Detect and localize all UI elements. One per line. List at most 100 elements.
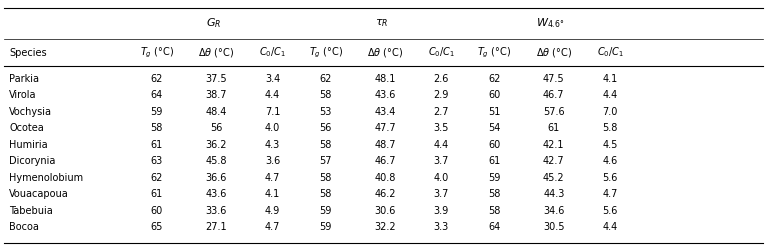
Text: 36.2: 36.2 <box>206 140 227 150</box>
Text: Virola: Virola <box>9 90 37 100</box>
Text: 60: 60 <box>489 90 500 100</box>
Text: $\Delta\theta$ (°C): $\Delta\theta$ (°C) <box>367 46 403 59</box>
Text: 61: 61 <box>151 140 163 150</box>
Text: 43.4: 43.4 <box>374 107 396 117</box>
Text: $\Delta\theta$ (°C): $\Delta\theta$ (°C) <box>535 46 572 59</box>
Text: 4.6: 4.6 <box>603 156 617 166</box>
Text: 4.4: 4.4 <box>603 222 617 232</box>
Text: 58: 58 <box>319 90 332 100</box>
Text: 58: 58 <box>150 123 163 133</box>
Text: 47.7: 47.7 <box>374 123 396 133</box>
Text: 30.6: 30.6 <box>374 206 396 216</box>
Text: 2.6: 2.6 <box>433 74 449 84</box>
Text: 59: 59 <box>319 206 332 216</box>
Text: 46.7: 46.7 <box>543 90 565 100</box>
Text: Dicorynia: Dicorynia <box>9 156 55 166</box>
Text: 3.6: 3.6 <box>265 156 280 166</box>
Text: 4.9: 4.9 <box>265 206 280 216</box>
Text: 56: 56 <box>210 123 222 133</box>
Text: Parkia: Parkia <box>9 74 39 84</box>
Text: 58: 58 <box>319 173 332 183</box>
Text: 58: 58 <box>488 189 501 199</box>
Text: 46.2: 46.2 <box>374 189 396 199</box>
Text: 59: 59 <box>488 173 501 183</box>
Text: 63: 63 <box>151 156 163 166</box>
Text: $\Delta\theta$ (°C): $\Delta\theta$ (°C) <box>198 46 235 59</box>
Text: 53: 53 <box>319 107 332 117</box>
Text: Ocotea: Ocotea <box>9 123 44 133</box>
Text: 57.6: 57.6 <box>543 107 565 117</box>
Text: 4.1: 4.1 <box>603 74 617 84</box>
Text: 54: 54 <box>488 123 501 133</box>
Text: 36.6: 36.6 <box>206 173 227 183</box>
Text: 2.9: 2.9 <box>433 90 449 100</box>
Text: 62: 62 <box>150 173 163 183</box>
Text: 3.7: 3.7 <box>433 189 449 199</box>
Text: 4.4: 4.4 <box>434 140 449 150</box>
Text: 57: 57 <box>319 156 332 166</box>
Text: 48.4: 48.4 <box>206 107 227 117</box>
Text: 4.7: 4.7 <box>265 222 281 232</box>
Text: $W_{4.6°}$: $W_{4.6°}$ <box>536 16 565 30</box>
Text: 3.3: 3.3 <box>434 222 449 232</box>
Text: 33.6: 33.6 <box>206 206 227 216</box>
Text: 45.8: 45.8 <box>206 156 227 166</box>
Text: 51: 51 <box>488 107 501 117</box>
Text: 59: 59 <box>319 222 332 232</box>
Text: 5.8: 5.8 <box>602 123 618 133</box>
Text: $T_g$ (°C): $T_g$ (°C) <box>477 45 512 60</box>
Text: 5.6: 5.6 <box>602 206 618 216</box>
Text: 61: 61 <box>548 123 560 133</box>
Text: 46.7: 46.7 <box>374 156 396 166</box>
Text: 7.0: 7.0 <box>602 107 618 117</box>
Text: 32.2: 32.2 <box>374 222 396 232</box>
Text: $G_R$: $G_R$ <box>206 16 221 30</box>
Text: 48.7: 48.7 <box>374 140 396 150</box>
Text: 34.6: 34.6 <box>543 206 565 216</box>
Text: Vouacapoua: Vouacapoua <box>9 189 69 199</box>
Text: 60: 60 <box>151 206 163 216</box>
Text: 7.1: 7.1 <box>265 107 281 117</box>
Text: 4.7: 4.7 <box>602 189 618 199</box>
Text: Hymenolobium: Hymenolobium <box>9 173 84 183</box>
Text: 43.6: 43.6 <box>374 90 396 100</box>
Text: Bocoa: Bocoa <box>9 222 39 232</box>
Text: 58: 58 <box>488 206 501 216</box>
Text: 64: 64 <box>151 90 163 100</box>
Text: 45.2: 45.2 <box>543 173 565 183</box>
Text: $\tau_R$: $\tau_R$ <box>375 17 389 29</box>
Text: 3.9: 3.9 <box>434 206 449 216</box>
Text: 58: 58 <box>319 189 332 199</box>
Text: 58: 58 <box>319 140 332 150</box>
Text: 3.5: 3.5 <box>433 123 449 133</box>
Text: 48.1: 48.1 <box>374 74 396 84</box>
Text: 3.7: 3.7 <box>433 156 449 166</box>
Text: 40.8: 40.8 <box>374 173 396 183</box>
Text: 61: 61 <box>489 156 500 166</box>
Text: 4.4: 4.4 <box>603 90 617 100</box>
Text: 4.4: 4.4 <box>265 90 280 100</box>
Text: $T_g$ (°C): $T_g$ (°C) <box>308 45 343 60</box>
Text: $C_0/C_1$: $C_0/C_1$ <box>428 46 455 60</box>
Text: 30.5: 30.5 <box>543 222 565 232</box>
Text: 44.3: 44.3 <box>543 189 565 199</box>
Text: 59: 59 <box>150 107 163 117</box>
Text: 42.1: 42.1 <box>543 140 565 150</box>
Text: 4.3: 4.3 <box>265 140 280 150</box>
Text: 64: 64 <box>489 222 500 232</box>
Text: Tabebuia: Tabebuia <box>9 206 53 216</box>
Text: 4.1: 4.1 <box>265 189 280 199</box>
Text: $C_0/C_1$: $C_0/C_1$ <box>259 46 286 60</box>
Text: 4.0: 4.0 <box>434 173 449 183</box>
Text: 62: 62 <box>319 74 332 84</box>
Text: 5.6: 5.6 <box>602 173 618 183</box>
Text: 27.1: 27.1 <box>206 222 227 232</box>
Text: 42.7: 42.7 <box>543 156 565 166</box>
Text: $C_0/C_1$: $C_0/C_1$ <box>597 46 624 60</box>
Text: 43.6: 43.6 <box>206 189 227 199</box>
Text: 4.0: 4.0 <box>265 123 280 133</box>
Text: 37.5: 37.5 <box>206 74 227 84</box>
Text: 62: 62 <box>488 74 501 84</box>
Text: Species: Species <box>9 48 47 58</box>
Text: 2.7: 2.7 <box>433 107 449 117</box>
